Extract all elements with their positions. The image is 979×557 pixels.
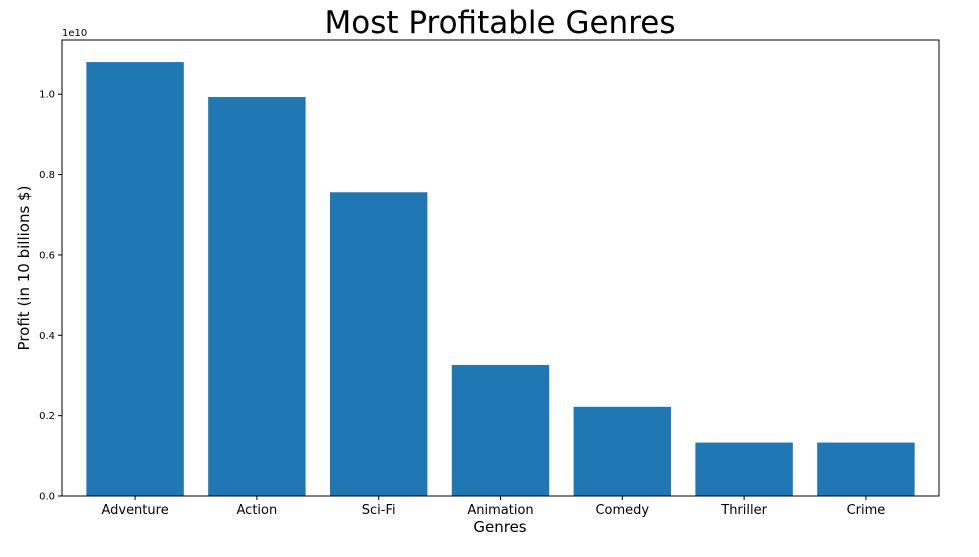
bar-comedy — [573, 406, 672, 496]
bar-adventure — [86, 62, 184, 496]
y-tick-label: 0.6 — [39, 250, 55, 261]
x-tick-label: Action — [237, 503, 278, 518]
x-axis-ticks: Adventure Action Sci-Fi Animation Comedy Thri… — [101, 496, 885, 518]
bar-crime — [817, 442, 915, 496]
bar-thriller — [695, 442, 793, 496]
y-tick-label: 0.2 — [39, 411, 55, 422]
x-tick-label: Thriller — [720, 503, 767, 518]
x-axis-label: Genres — [473, 518, 526, 536]
bar-animation — [451, 365, 550, 496]
x-tick-label: Animation — [467, 503, 533, 518]
chart-title: Most Profitable Genres — [325, 5, 676, 41]
y-tick-label: 1.0 — [39, 90, 55, 101]
x-tick-label: Crime — [847, 503, 886, 518]
bars-group — [86, 62, 915, 497]
bar-sci-fi — [329, 192, 428, 496]
bar-action — [208, 97, 306, 497]
x-tick-label: Adventure — [101, 503, 168, 518]
y-tick-label: 0.0 — [39, 492, 55, 503]
y-axis-ticks: 0.0 0.2 0.4 0.6 0.8 1.0 — [39, 90, 62, 503]
x-tick-label: Sci-Fi — [362, 503, 396, 518]
y-axis-label: Profit (in 10 billions $) — [15, 186, 33, 351]
y-tick-label: 0.4 — [39, 331, 55, 342]
x-tick-label: Comedy — [595, 503, 649, 518]
y-tick-label: 0.8 — [39, 170, 55, 181]
y-axis-offset-label: 1e10 — [62, 28, 87, 39]
